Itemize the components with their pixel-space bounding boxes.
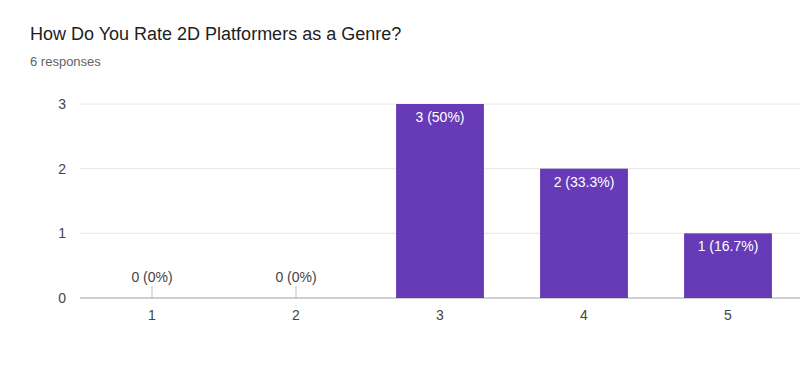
data-labels: 0 (0%) 0 (0%) 3 (50%) 2 (33.3%) 1 (16.7%)	[131, 109, 758, 298]
y-tick-label: 0	[58, 290, 66, 306]
label-leader	[296, 286, 297, 298]
bar	[684, 233, 772, 298]
chart-container: How Do You Rate 2D Platformers as a Genr…	[0, 0, 800, 380]
x-tick-label: 1	[148, 307, 156, 323]
data-label: 2 (33.3%)	[554, 174, 615, 190]
y-tick-label: 1	[58, 225, 66, 241]
data-label: 1 (16.7%)	[698, 238, 759, 254]
label-leader	[152, 286, 153, 298]
x-tick-label: 4	[580, 307, 588, 323]
title: How Do You Rate 2D Platformers as a Genr…	[30, 24, 401, 44]
x-tick-label: 3	[436, 307, 444, 323]
bar	[540, 169, 628, 298]
data-label: 0 (0%)	[275, 269, 316, 285]
bar	[396, 104, 484, 298]
x-tick-label: 5	[724, 307, 732, 323]
chart-svg: How Do You Rate 2D Platformers as a Genr…	[0, 0, 800, 380]
y-tick-label: 2	[58, 161, 66, 177]
grid	[80, 104, 800, 298]
data-label: 3 (50%)	[415, 109, 464, 125]
subtitle: 6 responses	[30, 54, 101, 69]
y-tick-label: 3	[58, 96, 66, 112]
bars	[396, 104, 772, 298]
x-tick-label: 2	[292, 307, 300, 323]
data-label: 0 (0%)	[131, 269, 172, 285]
